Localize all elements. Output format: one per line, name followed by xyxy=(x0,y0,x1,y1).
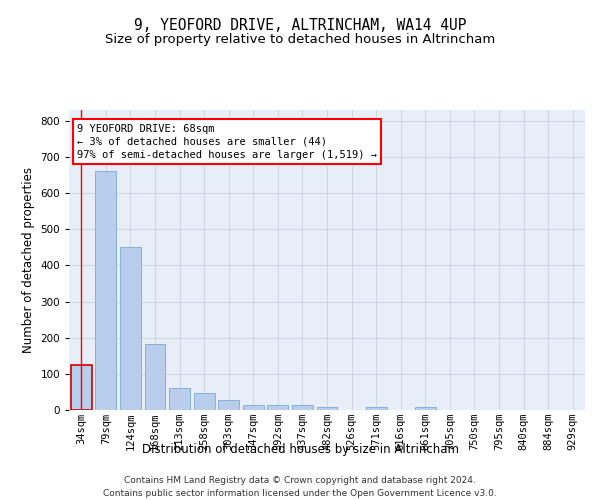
Bar xyxy=(95,172,116,410)
Text: 9, YEOFORD DRIVE, ALTRINCHAM, WA14 4UP: 9, YEOFORD DRIVE, ALTRINCHAM, WA14 4UP xyxy=(134,18,466,32)
Y-axis label: Number of detached properties: Number of detached properties xyxy=(22,167,35,353)
Bar xyxy=(145,344,166,410)
Bar xyxy=(169,388,190,410)
Bar xyxy=(415,406,436,410)
Text: Size of property relative to detached houses in Altrincham: Size of property relative to detached ho… xyxy=(105,32,495,46)
Bar xyxy=(218,400,239,410)
Bar xyxy=(365,406,386,410)
Text: Distribution of detached houses by size in Altrincham: Distribution of detached houses by size … xyxy=(142,442,458,456)
Bar xyxy=(120,248,141,410)
Bar xyxy=(268,404,289,410)
Bar xyxy=(317,406,337,410)
Bar xyxy=(243,406,264,410)
Bar xyxy=(292,404,313,410)
Text: 9 YEOFORD DRIVE: 68sqm
← 3% of detached houses are smaller (44)
97% of semi-deta: 9 YEOFORD DRIVE: 68sqm ← 3% of detached … xyxy=(77,124,377,160)
Bar xyxy=(194,393,215,410)
Text: Contains HM Land Registry data © Crown copyright and database right 2024.
Contai: Contains HM Land Registry data © Crown c… xyxy=(103,476,497,498)
Bar xyxy=(71,365,92,410)
